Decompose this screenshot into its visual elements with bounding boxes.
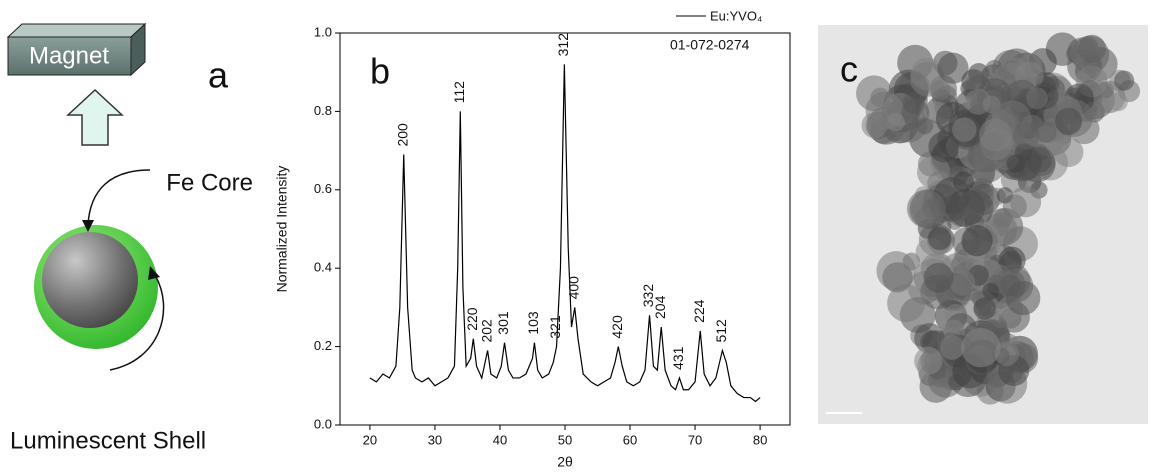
peak-label: 204 [652,295,668,319]
particle [1109,92,1128,112]
legend-label: Eu:YVO₄ [710,8,762,23]
particle [930,80,951,101]
x-tick-label: 80 [753,432,767,447]
x-tick-label: 70 [688,432,702,447]
particle [994,341,1020,367]
arrow [66,88,124,146]
particle [949,269,976,296]
y-tick-label: 0.0 [314,416,332,431]
peak-label: 103 [525,311,541,335]
peak-label: 112 [451,81,467,104]
shell-label: Luminescent Shell [10,427,206,454]
particle [928,227,952,251]
peak-label: 224 [691,299,707,323]
particle [1026,87,1048,110]
particle [979,118,1012,152]
particle [1054,107,1083,135]
particle [937,52,969,84]
peak-label: 220 [464,307,480,331]
particle [996,187,1014,204]
x-axis-label: 2θ [557,454,573,470]
particle [950,256,968,274]
x-tick-label: 20 [363,432,377,447]
peak-label: 332 [640,284,656,308]
panel-c: c [818,25,1148,424]
xrd-line [369,64,761,403]
y-tick-label: 1.0 [314,24,332,39]
particle [973,297,996,320]
peak-label: 301 [495,311,511,335]
x-tick-label: 60 [623,432,637,447]
x-tick-label: 30 [428,432,442,447]
shell-pointer [109,274,165,371]
panel-letter: b [370,51,390,92]
particle [914,346,943,375]
core [42,232,138,328]
peak-label: 400 [565,276,581,300]
y-tick-label: 0.6 [314,181,332,196]
particle [961,327,1001,368]
particle [1035,121,1057,143]
particle [916,117,934,135]
reference-code: 01-072-0274 [670,37,750,53]
magnet-label: Magnet [29,42,109,69]
particle [999,274,1021,296]
peak-label: 321 [547,315,563,339]
core-label: Fe Core [166,169,253,196]
y-tick-label: 0.4 [314,260,332,275]
arrowhead [82,220,94,232]
peak-label: 200 [394,123,410,147]
peak-label: 431 [670,346,686,370]
arrowhead [148,266,160,280]
particle [961,224,993,257]
particle [1077,34,1107,63]
particle [856,75,892,112]
magnet-front [7,36,132,76]
peak-label: 420 [609,315,625,339]
particle [923,262,954,293]
particle [1009,186,1042,218]
y-axis-label: Normalized Intensity [274,166,290,293]
y-tick-label: 0.2 [314,338,332,353]
panel-a: Magnet a Fe Core Luminescent Shell [6,22,253,454]
core-pointer [87,169,151,226]
particle [1053,137,1084,168]
peak-label: 202 [478,319,494,343]
magnet-top [6,23,147,38]
particle [1006,154,1026,173]
particle [876,251,916,291]
particle [886,112,905,132]
particle [915,208,933,226]
x-tick-label: 50 [558,432,572,447]
peak-label: 512 [713,319,729,343]
particle [952,117,977,142]
y-tick-label: 0.8 [314,103,332,118]
particle [982,282,1000,300]
particle [1114,70,1135,91]
particle [902,91,925,114]
particle [939,335,965,360]
panel-letter: a [208,55,229,96]
peak-label: 312 [555,33,571,57]
particle [956,189,994,227]
panel-letter: c [840,49,858,90]
particle [1012,122,1040,150]
x-tick-label: 40 [493,432,507,447]
particle [887,284,926,323]
